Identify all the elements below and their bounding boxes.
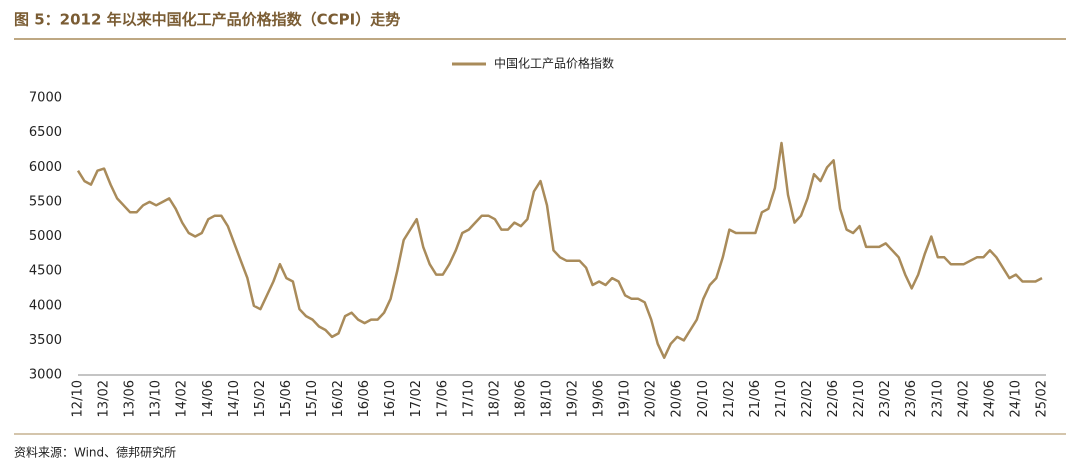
x-tick-label: 16/02 (331, 380, 346, 417)
x-tick-label: 17/10 (461, 380, 476, 417)
x-tick-label: 12/10 (71, 380, 86, 417)
x-tick-label: 25/02 (1035, 380, 1050, 417)
x-tick-label: 17/02 (409, 380, 424, 417)
x-tick-label: 20/02 (644, 380, 659, 417)
x-tick-label: 14/10 (227, 380, 242, 417)
x-tick-label: 15/06 (279, 380, 294, 417)
x-tick-label: 22/10 (852, 380, 867, 417)
x-tick-label: 23/10 (930, 380, 945, 417)
y-tick-label: 3000 (29, 368, 62, 383)
x-tick-label: 18/06 (513, 380, 528, 417)
x-tick-label: 23/02 (878, 380, 893, 417)
x-tick-label: 23/06 (904, 380, 919, 417)
x-tick-label: 20/10 (696, 380, 711, 417)
x-tick-label: 18/10 (539, 380, 554, 417)
x-tick-label: 24/10 (1008, 380, 1023, 417)
x-tick-label: 18/02 (487, 380, 502, 417)
x-tick-label: 19/06 (592, 380, 607, 417)
x-tick-label: 22/06 (826, 380, 841, 417)
y-tick-label: 4500 (29, 264, 62, 279)
y-tick-label: 6500 (29, 125, 62, 140)
x-tick-label: 16/06 (357, 380, 372, 417)
x-tick-label: 24/06 (982, 380, 997, 417)
series-line (76, 141, 1043, 359)
y-tick-label: 6000 (29, 160, 62, 175)
x-tick-label: 13/10 (149, 380, 164, 417)
x-tick-label: 19/02 (566, 380, 581, 417)
x-tick-label: 15/10 (305, 380, 320, 417)
y-tick-label: 7000 (29, 91, 62, 106)
x-tick-label: 21/10 (774, 380, 789, 417)
chart-title: 图 5：2012 年以来中国化工产品价格指数（CCPI）走势 (14, 11, 400, 29)
source: 资料来源：Wind、德邦研究所 (14, 445, 176, 460)
x-tick-label: 17/06 (435, 380, 450, 417)
x-tick-label: 22/02 (800, 380, 815, 417)
legend-label: 中国化工产品价格指数 (494, 56, 614, 71)
x-tick-label: 24/02 (956, 380, 971, 417)
x-tick-label: 13/06 (123, 380, 138, 417)
y-tick-label: 3500 (29, 333, 62, 348)
x-tick-label: 15/02 (253, 380, 268, 417)
x-tick-label: 19/10 (618, 380, 633, 417)
x-tick-label: 20/06 (670, 380, 685, 417)
x-tick-label: 14/02 (175, 380, 190, 417)
y-tick-label: 4000 (29, 298, 62, 313)
x-tick-label: 21/06 (748, 380, 763, 417)
x-tick-label: 16/10 (383, 380, 398, 417)
y-tick-label: 5000 (29, 229, 62, 244)
x-tick-label: 13/02 (97, 380, 112, 417)
y-tick-label: 5500 (29, 194, 62, 209)
x-tick-label: 14/06 (201, 380, 216, 417)
x-tick-label: 21/02 (722, 380, 737, 417)
